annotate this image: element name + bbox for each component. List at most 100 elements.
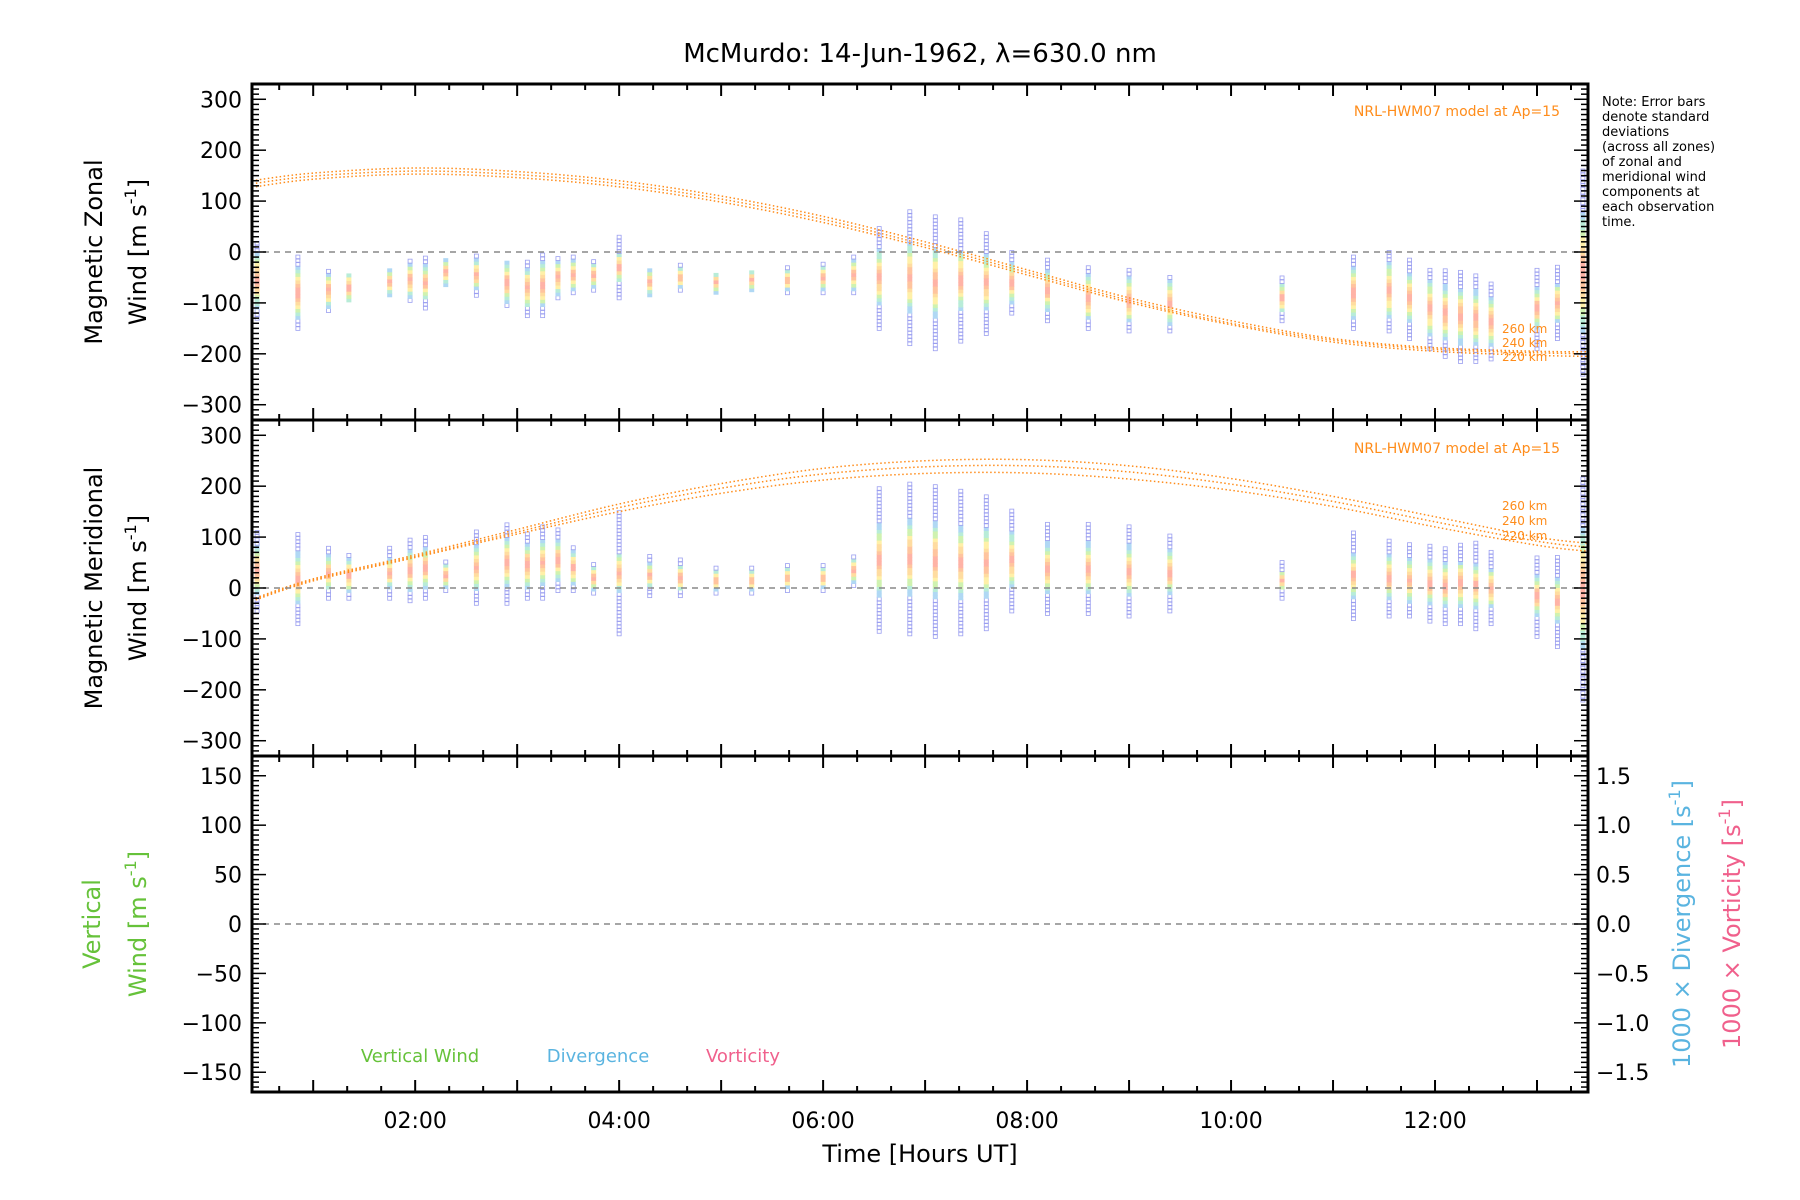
obs-error-point [1555, 572, 1560, 578]
obs-error-point [1386, 613, 1392, 619]
obs-error-point [983, 323, 989, 329]
obs-point [524, 295, 530, 300]
obs-point [1580, 633, 1586, 638]
obs-point [555, 278, 561, 282]
obs-point [504, 264, 510, 269]
obs-point [907, 528, 913, 533]
obs-point [504, 565, 510, 570]
obs-point [295, 564, 301, 569]
obs-point [784, 567, 790, 572]
obs-point [876, 269, 882, 274]
obs-error-point [932, 239, 938, 245]
obs-error-point [1534, 282, 1540, 287]
obs-point [1580, 573, 1586, 578]
obs-point [1554, 300, 1560, 305]
obs-point [1534, 318, 1540, 323]
obs-error-point [1442, 610, 1448, 616]
obs-point [1427, 562, 1433, 567]
obs-error-point [1488, 560, 1494, 566]
obs-point [325, 581, 331, 586]
obs-point [784, 287, 790, 292]
obs-point [907, 295, 913, 300]
obs-error-point [1473, 280, 1479, 286]
obs-point [749, 576, 755, 581]
obs-point [1427, 286, 1433, 291]
obs-point [1458, 571, 1464, 576]
note-line: each observation [1602, 200, 1714, 215]
obs-point [1009, 534, 1015, 539]
obs-point [749, 284, 755, 289]
obs-error-point [983, 501, 989, 507]
model-curve [251, 170, 1589, 355]
obs-point [1534, 612, 1540, 617]
x-tick-label: 02:00 [383, 1109, 446, 1134]
obs-point [1534, 605, 1540, 610]
obs-point [1580, 608, 1586, 613]
obs-point [907, 252, 913, 257]
obs-error-point [616, 241, 622, 247]
obs-point [1085, 590, 1091, 595]
obs-point [647, 582, 653, 587]
obs-point [1554, 308, 1560, 313]
obs-point [907, 592, 913, 597]
obs-point [1427, 300, 1433, 305]
vorticity-ylabel-end: ] [1718, 799, 1746, 808]
obs-point [1126, 289, 1132, 294]
obs-error-point [907, 341, 913, 347]
obs-error-point [1473, 615, 1479, 621]
obs-error-point [422, 255, 428, 261]
obs-point [958, 556, 964, 561]
obs-point [254, 587, 260, 592]
obs-point [932, 580, 938, 585]
obs-error-point [1458, 284, 1463, 290]
obs-error-point [1534, 339, 1540, 345]
obs-point [677, 586, 683, 591]
obs-error-point [443, 559, 449, 565]
obs-point [1407, 560, 1413, 565]
obs-point [254, 569, 260, 574]
obs-point [1458, 586, 1464, 590]
obs-point [1534, 303, 1540, 308]
obs-point [591, 576, 597, 581]
obs-point [958, 542, 964, 547]
obs-point [958, 524, 964, 529]
obs-point [346, 294, 352, 299]
obs-point [1473, 605, 1479, 610]
obs-point [820, 581, 826, 586]
obs-point [1554, 591, 1560, 596]
obs-error-point [1473, 551, 1479, 557]
obs-point [958, 574, 964, 579]
obs-error-point [1458, 617, 1463, 623]
obs-error-point [958, 617, 964, 622]
obs-point [616, 581, 622, 586]
obs-point [1580, 236, 1586, 241]
obs-point [647, 579, 653, 584]
obs-error-point [1351, 530, 1356, 536]
obs-error-point [785, 265, 790, 271]
obs-error-point [504, 600, 510, 606]
obs-point [1442, 329, 1448, 334]
obs-error-point [958, 238, 964, 244]
obs-point [1044, 275, 1050, 280]
obs-point [749, 587, 755, 592]
obs-error-point [422, 592, 428, 598]
obs-error-point [1534, 559, 1540, 564]
obs-point [1126, 275, 1132, 280]
meridional-observations [254, 476, 1586, 703]
obs-point [422, 556, 428, 561]
obs-point [784, 584, 790, 589]
obs-error-point [1386, 538, 1392, 544]
obs-point [1442, 286, 1448, 291]
note-line: components at [1602, 185, 1700, 200]
obs-point [713, 583, 719, 588]
obs-point [540, 260, 546, 265]
obs-error-point [1126, 524, 1132, 530]
obs-point [1386, 592, 1392, 597]
obs-point [1126, 314, 1132, 319]
obs-error-point [958, 242, 964, 248]
obs-point [443, 279, 449, 284]
obs-point [958, 296, 964, 301]
obs-point [1126, 564, 1132, 569]
obs-point [1488, 310, 1494, 315]
obs-point [958, 549, 964, 554]
